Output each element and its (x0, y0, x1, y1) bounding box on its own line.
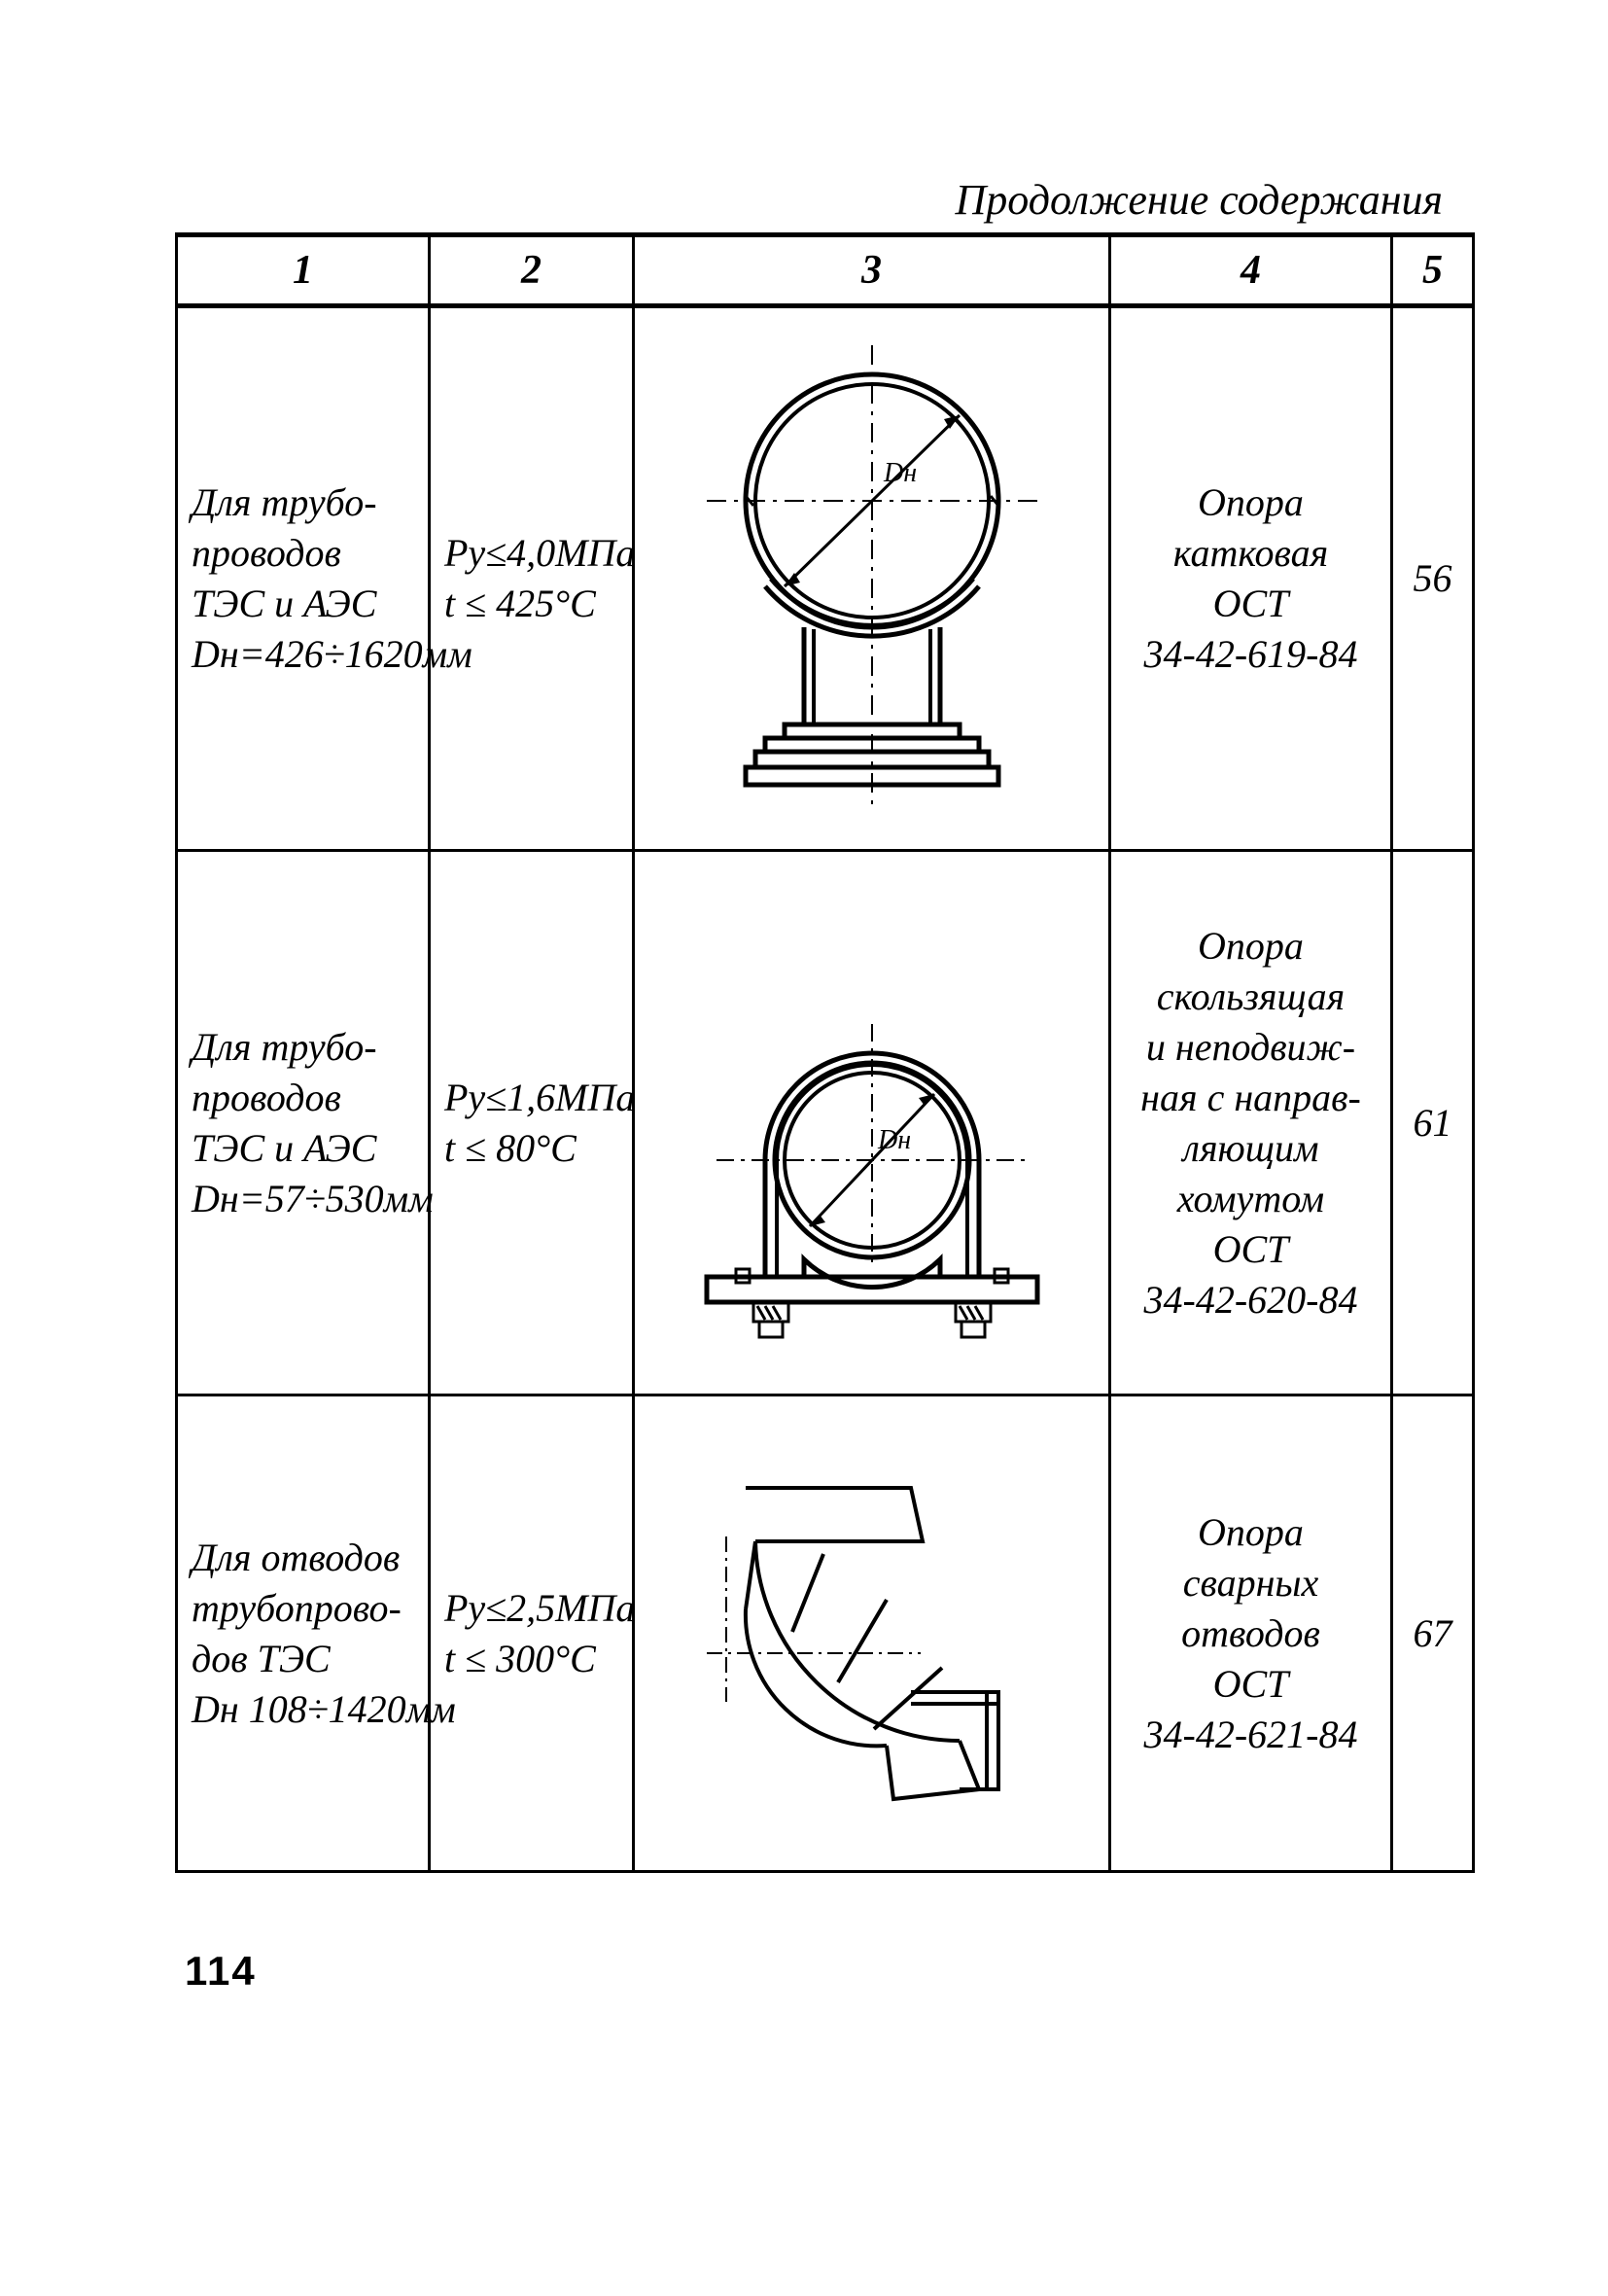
text-line: ная с направ- (1140, 1076, 1361, 1119)
cell-page: 56 (1392, 306, 1474, 851)
text-line: ОСТ (1213, 1227, 1289, 1271)
text-line: Для трубо- (192, 480, 377, 524)
text-line: ОСТ (1213, 1662, 1289, 1706)
text-line: проводов (192, 1076, 341, 1119)
text-line: t ≤ 425°С (444, 582, 596, 625)
ubolt-support-icon: Dн (668, 985, 1076, 1374)
text-line: Pу≤1,6МПа (444, 1076, 635, 1119)
table-row: Для трубо- проводов ТЭС и АЭС Dн=426÷162… (177, 306, 1474, 851)
text-line: и неподвиж- (1146, 1025, 1355, 1069)
cell-purpose: Для отводов трубопрово- дов ТЭС Dн 108÷1… (177, 1395, 430, 1872)
text-line: Для отводов (192, 1536, 400, 1579)
cell-diagram: Dн (634, 306, 1110, 851)
cell-name: Опора скользящая и неподвиж- ная с напра… (1110, 851, 1392, 1395)
content-table: 1 2 3 4 5 Для трубо- проводов ТЭС и АЭС … (175, 232, 1475, 1873)
col-header-5: 5 (1392, 235, 1474, 306)
text-line: Dн=57÷530мм (192, 1177, 434, 1220)
table-header-row: 1 2 3 4 5 (177, 235, 1474, 306)
col-header-2: 2 (430, 235, 634, 306)
text-line: сварных (1183, 1561, 1319, 1605)
table-row: Для отводов трубопрово- дов ТЭС Dн 108÷1… (177, 1395, 1474, 1872)
text-line: трубопрово- (192, 1586, 402, 1630)
text-line: дов ТЭС (192, 1637, 331, 1680)
text-line: катковая (1173, 531, 1328, 575)
cell-name: Опора катковая ОСТ 34-42-619-84 (1110, 306, 1392, 851)
dn-label: Dн (883, 458, 917, 488)
col-header-1: 1 (177, 235, 430, 306)
cell-page: 67 (1392, 1395, 1474, 1872)
text-line: Dн 108÷1420мм (192, 1687, 456, 1731)
text-line: Опора (1198, 924, 1304, 968)
text-line: Pу≤2,5МПа (444, 1586, 635, 1630)
cell-params: Pу≤4,0МПа t ≤ 425°С (430, 306, 634, 851)
text-line: проводов (192, 531, 341, 575)
text-line: t ≤ 300°С (444, 1637, 596, 1680)
elbow-support-icon (668, 1449, 1076, 1819)
text-line: ТЭС и АЭС (192, 582, 376, 625)
text-line: скользящая (1157, 974, 1346, 1018)
text-line: ляющим (1183, 1126, 1319, 1170)
page-number: 114 (185, 1948, 257, 1995)
table-row: Для трубо- проводов ТЭС и АЭС Dн=57÷530м… (177, 851, 1474, 1395)
text-line: 34-42-619-84 (1144, 632, 1358, 676)
text-line: t ≤ 80°С (444, 1126, 577, 1170)
text-line: отводов (1181, 1611, 1320, 1655)
cell-purpose: Для трубо- проводов ТЭС и АЭС Dн=57÷530м… (177, 851, 430, 1395)
cell-diagram (634, 1395, 1110, 1872)
text-line: Для трубо- (192, 1025, 377, 1069)
roller-support-icon: Dн (668, 336, 1076, 822)
text-line: Dн=426÷1620мм (192, 632, 472, 676)
cell-diagram: Dн (634, 851, 1110, 1395)
text-line: Опора (1198, 480, 1304, 524)
cell-params: Pу≤1,6МПа t ≤ 80°С (430, 851, 634, 1395)
cell-name: Опора сварных отводов ОСТ 34-42-621-84 (1110, 1395, 1392, 1872)
col-header-3: 3 (634, 235, 1110, 306)
text-line: ТЭС и АЭС (192, 1126, 376, 1170)
text-line: ОСТ (1213, 582, 1289, 625)
cell-params: Pу≤2,5МПа t ≤ 300°С (430, 1395, 634, 1872)
cell-page: 61 (1392, 851, 1474, 1395)
text-line: 34-42-620-84 (1144, 1278, 1358, 1322)
cell-purpose: Для трубо- проводов ТЭС и АЭС Dн=426÷162… (177, 306, 430, 851)
col-header-4: 4 (1110, 235, 1392, 306)
text-line: хомутом (1177, 1177, 1324, 1220)
dn-label: Dн (877, 1125, 911, 1155)
page-continuation-title: Продолжение содержания (175, 175, 1472, 225)
text-line: Pу≤4,0МПа (444, 531, 635, 575)
text-line: 34-42-621-84 (1144, 1713, 1358, 1756)
text-line: Опора (1198, 1510, 1304, 1554)
